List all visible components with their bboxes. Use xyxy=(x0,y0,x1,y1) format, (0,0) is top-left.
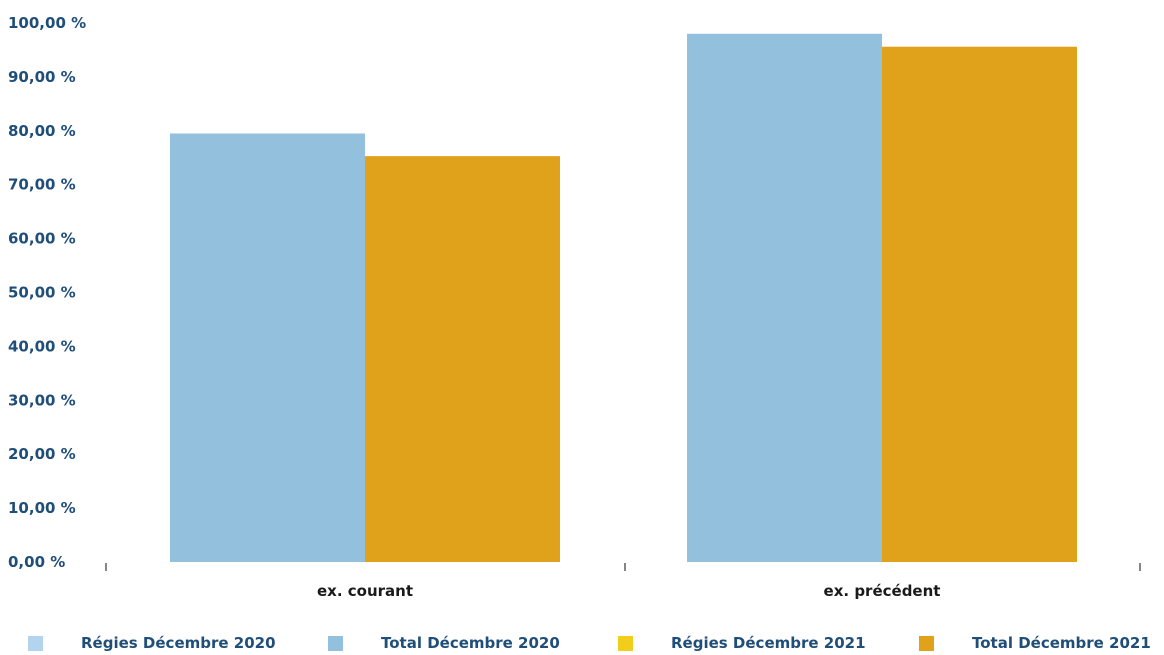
legend-label: Total Décembre 2020 xyxy=(381,634,560,652)
y-tick-label: 20,00 % xyxy=(8,445,76,463)
y-tick-label: 10,00 % xyxy=(8,499,76,517)
y-tick-label: 50,00 % xyxy=(8,284,76,302)
y-tick-label: 40,00 % xyxy=(8,337,76,355)
y-tick-label: 0,00 % xyxy=(8,553,65,571)
legend-item-regies-2021: Régies Décembre 2021 xyxy=(618,632,866,654)
bar xyxy=(170,133,365,562)
legend-label: Régies Décembre 2020 xyxy=(81,634,276,652)
legend-item-total-2020: Total Décembre 2020 xyxy=(328,632,560,654)
legend-swatch xyxy=(328,635,343,651)
legend-item-total-2021: Total Décembre 2021 xyxy=(919,632,1151,654)
legend-swatch xyxy=(28,635,43,651)
y-tick-label: 90,00 % xyxy=(8,68,76,86)
y-tick-label: 60,00 % xyxy=(8,230,76,248)
legend-swatch xyxy=(618,635,633,651)
y-tick-label: 30,00 % xyxy=(8,391,76,409)
y-tick-label: 80,00 % xyxy=(8,122,76,140)
bar xyxy=(687,33,882,562)
bar xyxy=(882,46,1077,562)
legend-label: Total Décembre 2021 xyxy=(972,634,1151,652)
legend-swatch xyxy=(919,635,934,651)
legend-item-regies-2020: Régies Décembre 2020 xyxy=(28,632,276,654)
bar xyxy=(365,156,560,562)
legend-label: Régies Décembre 2021 xyxy=(671,634,866,652)
y-tick-label: 100,00 % xyxy=(8,14,86,32)
x-category-label: ex. courant xyxy=(317,582,413,600)
legend: Régies Décembre 2020 Total Décembre 2020… xyxy=(0,632,1164,654)
x-category-label: ex. précédent xyxy=(824,582,941,600)
bar-chart: 0,00 % 10,00 % 20,00 % 30,00 % 40,00 % 50,00 … xyxy=(8,14,1141,600)
y-tick-label: 70,00 % xyxy=(8,176,76,194)
